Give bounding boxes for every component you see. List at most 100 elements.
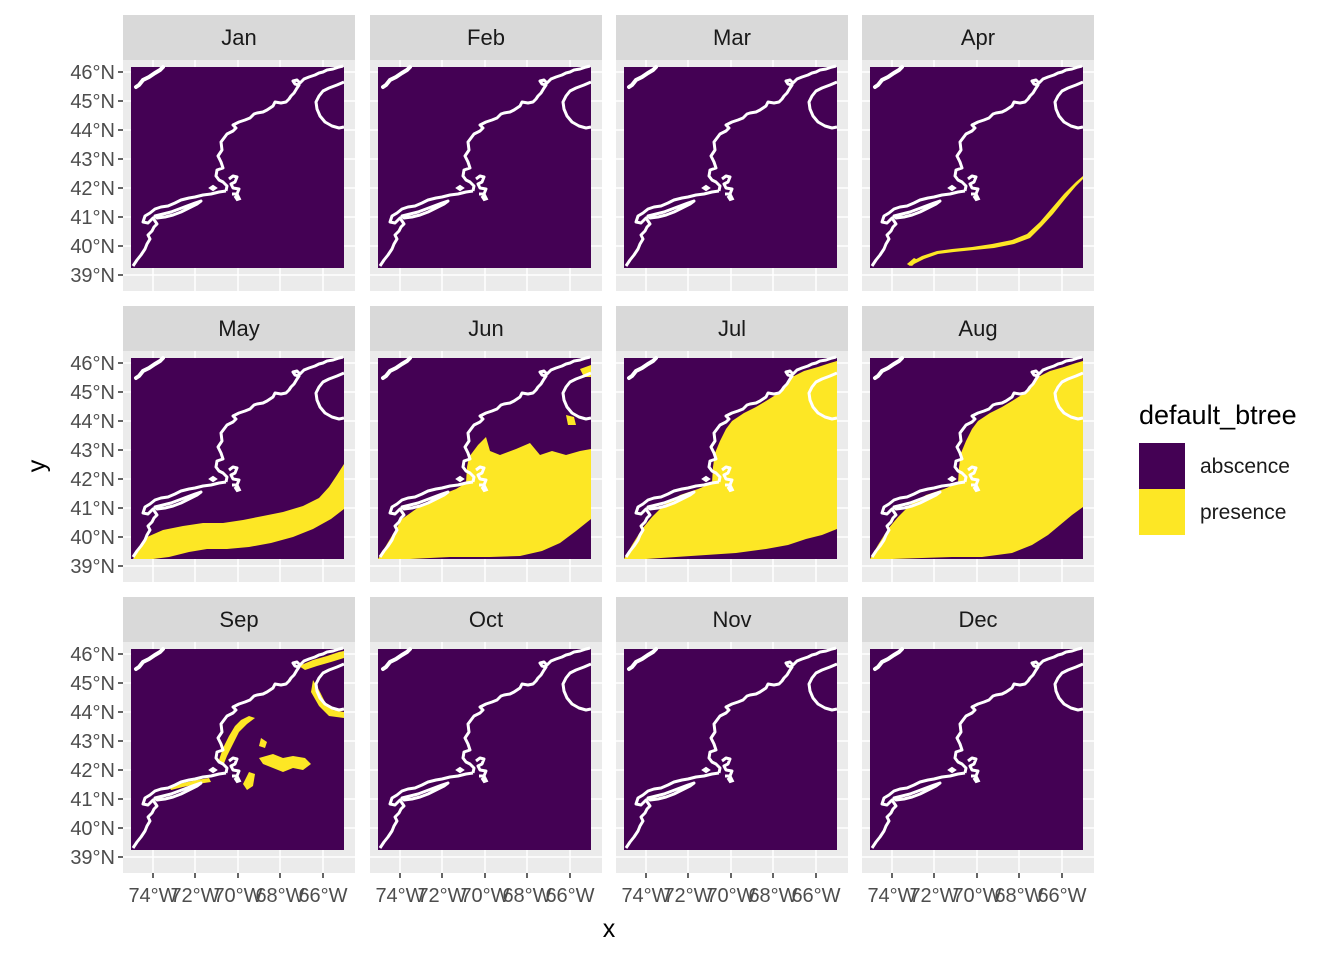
facet-strip bbox=[123, 306, 355, 351]
facet-strip bbox=[370, 306, 602, 351]
facet-strip bbox=[370, 15, 602, 60]
x-tick-label: 70°W bbox=[706, 885, 755, 907]
y-tick-label: 43°N bbox=[70, 440, 115, 462]
legend: default_btree abscence presence bbox=[1139, 400, 1297, 535]
y-tick-label: 39°N bbox=[70, 847, 115, 869]
abscence-raster bbox=[870, 67, 1083, 268]
facet-strip-label: Jul bbox=[718, 316, 746, 341]
facet-strip bbox=[862, 306, 1094, 351]
y-tick-label: 45°N bbox=[70, 91, 115, 113]
facet-mar: Mar bbox=[616, 15, 848, 291]
facet-strip bbox=[123, 597, 355, 642]
x-tick-label: 72°W bbox=[417, 885, 466, 907]
facet-sep: Sep39°N40°N41°N42°N43°N44°N45°N46°N74°W7… bbox=[70, 597, 355, 907]
x-tick-label: 66°W bbox=[298, 885, 347, 907]
y-tick-label: 42°N bbox=[70, 760, 115, 782]
x-tick-label: 68°W bbox=[748, 885, 797, 907]
x-tick-label: 68°W bbox=[994, 885, 1043, 907]
facet-aug: Aug bbox=[862, 306, 1094, 582]
facet-jul: Jul bbox=[616, 306, 848, 582]
facet-feb: Feb bbox=[370, 15, 602, 291]
y-tick-label: 46°N bbox=[70, 62, 115, 84]
y-tick-label: 40°N bbox=[70, 818, 115, 840]
facet-strip-label: Aug bbox=[958, 316, 997, 341]
legend-label-presence: presence bbox=[1200, 501, 1286, 524]
presence-region bbox=[624, 361, 837, 559]
facet-strip bbox=[370, 597, 602, 642]
facet-oct: Oct 74°W72°W70°W68°W66°W bbox=[370, 597, 602, 907]
y-tick-label: 41°N bbox=[70, 207, 115, 229]
presence-region bbox=[311, 680, 344, 718]
x-tick-label: 68°W bbox=[255, 885, 304, 907]
facet-strip bbox=[616, 306, 848, 351]
presence-region bbox=[566, 415, 576, 425]
facet-jun: Jun bbox=[370, 306, 602, 582]
x-axis-title: x bbox=[603, 915, 616, 943]
facet-strip bbox=[123, 15, 355, 60]
facet-strip-label: Apr bbox=[961, 25, 995, 50]
facet-strip-label: Mar bbox=[713, 25, 751, 50]
facet-strip bbox=[616, 15, 848, 60]
facet-strip-label: Jan bbox=[221, 25, 256, 50]
presence-region bbox=[169, 778, 211, 790]
y-tick-label: 44°N bbox=[70, 411, 115, 433]
y-tick-label: 39°N bbox=[70, 265, 115, 287]
x-tick-label: 72°W bbox=[663, 885, 712, 907]
y-tick-label: 43°N bbox=[70, 731, 115, 753]
facet-may: May 39°N 40°N 41°N 42°N 43°N 44°N 45°N 46°N bbox=[70, 306, 355, 582]
facet-nov: Nov 74°W72°W70°W68°W66°W bbox=[616, 597, 848, 907]
legend-key-abscence bbox=[1139, 443, 1185, 489]
abscence-raster bbox=[131, 649, 344, 850]
x-tick-label: 72°W bbox=[170, 885, 219, 907]
x-tick-label: 74°W bbox=[375, 885, 424, 907]
facet-strip bbox=[862, 15, 1094, 60]
facet-apr: Apr bbox=[862, 15, 1094, 291]
facet-strip-label: Feb bbox=[467, 25, 505, 50]
presence-region bbox=[243, 772, 255, 790]
abscence-raster bbox=[624, 67, 837, 268]
x-tick-label: 70°W bbox=[460, 885, 509, 907]
presence-region bbox=[133, 464, 344, 559]
abscence-raster bbox=[624, 649, 837, 850]
presence-region bbox=[219, 716, 255, 766]
presence-region bbox=[259, 738, 267, 748]
facet-strip-label: May bbox=[218, 316, 260, 341]
x-tick-label: 70°W bbox=[213, 885, 262, 907]
y-axis-title: y bbox=[23, 459, 51, 472]
legend-key-presence bbox=[1139, 489, 1185, 535]
legend-label-abscence: abscence bbox=[1200, 455, 1290, 478]
y-tick-label: 42°N bbox=[70, 469, 115, 491]
x-tick-label: 66°W bbox=[545, 885, 594, 907]
x-tick-label: 74°W bbox=[621, 885, 670, 907]
x-tick-label: 66°W bbox=[791, 885, 840, 907]
facet-strip bbox=[616, 597, 848, 642]
abscence-raster bbox=[378, 649, 591, 850]
presence-region bbox=[870, 361, 1083, 559]
abscence-raster bbox=[870, 649, 1083, 850]
x-tick-label: 68°W bbox=[502, 885, 551, 907]
legend-title: default_btree bbox=[1139, 400, 1297, 430]
y-tick-label: 44°N bbox=[70, 120, 115, 142]
x-tick-label: 74°W bbox=[867, 885, 916, 907]
facet-strip-label: Sep bbox=[219, 607, 258, 632]
y-tick-label: 44°N bbox=[70, 702, 115, 724]
facet-dec: Dec 74°W72°W70°W68°W66°W bbox=[862, 597, 1094, 907]
y-tick-label: 46°N bbox=[70, 353, 115, 375]
facet-jan: Jan 39°N 40°N 41°N 42°N 43°N 44°N 45°N 46°N bbox=[70, 15, 355, 291]
x-tick-label: 66°W bbox=[1037, 885, 1086, 907]
y-tick-label: 41°N bbox=[70, 789, 115, 811]
facet-strip bbox=[862, 597, 1094, 642]
y-tick-label: 39°N bbox=[70, 556, 115, 578]
abscence-raster bbox=[131, 67, 344, 268]
presence-region bbox=[299, 651, 344, 670]
facet-strip-label: Dec bbox=[958, 607, 997, 632]
facet-strip-label: Nov bbox=[712, 607, 751, 632]
y-tick-label: 41°N bbox=[70, 498, 115, 520]
presence-region bbox=[378, 437, 591, 559]
y-tick-label: 40°N bbox=[70, 236, 115, 258]
presence-region bbox=[907, 258, 918, 266]
y-tick-label: 45°N bbox=[70, 673, 115, 695]
y-tick-label: 46°N bbox=[70, 644, 115, 666]
y-tick-label: 42°N bbox=[70, 178, 115, 200]
